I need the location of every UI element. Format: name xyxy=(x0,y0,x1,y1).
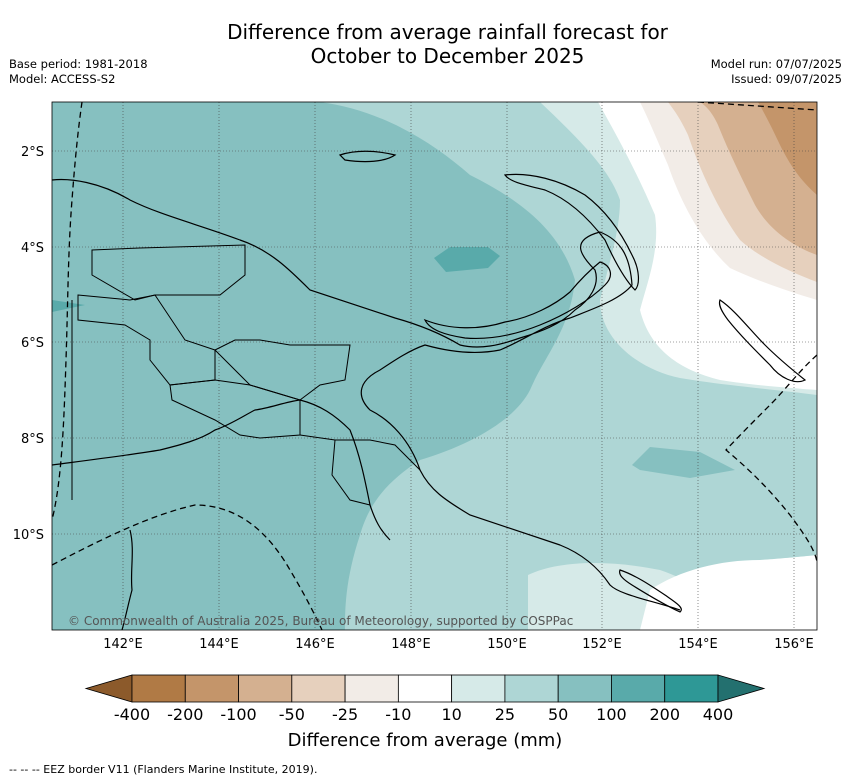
coast-new-guinea-south xyxy=(52,399,391,541)
latitude-labels: 2°S 4°S 6°S 8°S 10°S xyxy=(13,145,44,543)
coast-bougainville xyxy=(718,299,807,383)
grid-lines xyxy=(52,102,817,630)
coast-manus xyxy=(338,150,397,163)
copyright-text: © Commonwealth of Australia 2025, Bureau… xyxy=(68,614,573,628)
lat-label: 10°S xyxy=(13,528,44,543)
lat-label: 8°S xyxy=(21,432,44,447)
lat-label: 4°S xyxy=(21,241,44,256)
lon-label: 148°E xyxy=(391,637,431,652)
colorbar-extend-low xyxy=(84,674,133,703)
meta-left: Base period: 1981-2018 Model: ACCESS-S2 xyxy=(9,57,148,87)
lon-label: 144°E xyxy=(199,637,239,652)
colorbar-tick-label: -400 xyxy=(114,705,150,724)
lat-label: 6°S xyxy=(21,336,44,351)
colorbar-segment xyxy=(504,674,559,703)
colorbar-segment xyxy=(557,674,612,703)
meta-right: Model run: 07/07/2025 Issued: 09/07/2025 xyxy=(711,57,842,87)
colorbar-tick-label: -200 xyxy=(167,705,203,724)
base-period: Base period: 1981-2018 xyxy=(9,57,148,71)
colorbar-segment xyxy=(397,674,453,703)
colorbar-segment xyxy=(344,674,399,703)
province-borders xyxy=(71,244,421,506)
title-line-1: Difference from average rainfall forecas… xyxy=(227,20,668,44)
colorbar-segment xyxy=(238,674,293,703)
coast-new-guinea xyxy=(52,178,681,611)
map-fill xyxy=(52,102,817,630)
coast-cape-york xyxy=(121,529,133,630)
lon-label: 150°E xyxy=(487,637,527,652)
zone-50-100-patch xyxy=(632,447,735,478)
issued-date: Issued: 09/07/2025 xyxy=(731,72,842,86)
colorbar-tick-label: 200 xyxy=(649,705,680,724)
colorbar xyxy=(84,674,766,703)
colorbar-tick-label: -50 xyxy=(279,705,305,724)
lon-label: 152°E xyxy=(582,637,622,652)
colorbar-segment xyxy=(184,674,239,703)
colorbar-segment xyxy=(611,674,666,703)
colorbar-labels: -400 -200 -100 -50 -25 -10 10 25 50 100 200 400 xyxy=(114,705,733,724)
colorbar-tick-label: -10 xyxy=(385,705,411,724)
colorbar-segment xyxy=(664,674,719,703)
colorbar-title: Difference from average (mm) xyxy=(287,730,563,751)
coast-new-britain xyxy=(423,261,612,340)
colorbar-tick-label: 25 xyxy=(495,705,515,724)
colorbar-segment xyxy=(291,674,346,703)
lat-label: 2°S xyxy=(21,145,44,160)
lon-label: 142°E xyxy=(103,637,143,652)
model-name: Model: ACCESS-S2 xyxy=(9,72,116,86)
title-line-2: October to December 2025 xyxy=(310,44,585,68)
longitude-labels: 142°E 144°E 146°E 148°E 150°E 152°E 154°… xyxy=(103,637,814,652)
map-frame xyxy=(51,101,818,631)
lon-label: 156°E xyxy=(774,637,814,652)
map-title: Difference from average rainfall forecas… xyxy=(150,20,745,68)
zone-50-100 xyxy=(52,102,575,630)
zone-100-200-patch xyxy=(434,247,500,272)
lon-label: 154°E xyxy=(678,637,718,652)
colorbar-tick-label: -25 xyxy=(332,705,358,724)
colorbar-tick-label: 10 xyxy=(441,705,461,724)
eez-borders xyxy=(52,102,817,630)
colorbar-tick-label: 400 xyxy=(703,705,734,724)
coast-new-ireland xyxy=(503,173,639,291)
colorbar-segment xyxy=(131,674,186,703)
zone-minus200-100 xyxy=(758,102,817,195)
coast-islands-se xyxy=(619,569,682,613)
eez-footnote: -- -- -- EEZ border V11 (Flanders Marine… xyxy=(9,763,318,776)
colorbar-extend-high xyxy=(717,674,766,703)
coastlines xyxy=(52,150,807,630)
lon-label: 146°E xyxy=(295,637,335,652)
model-run: Model run: 07/07/2025 xyxy=(710,57,842,71)
colorbar-segment xyxy=(451,674,506,703)
colorbar-tick-label: 100 xyxy=(596,705,627,724)
colorbar-tick-label: 50 xyxy=(548,705,568,724)
zone-100-200-west xyxy=(52,300,85,312)
zone-neutral-south xyxy=(640,555,817,630)
colorbar-tick-label: -100 xyxy=(220,705,256,724)
